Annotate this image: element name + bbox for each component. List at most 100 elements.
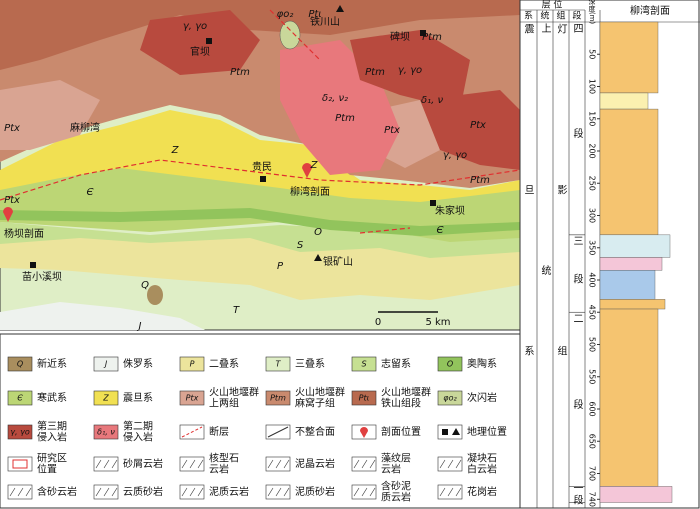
map-label: 柳湾剖面: [290, 185, 330, 198]
depth-label: 500: [588, 337, 597, 352]
map-label: Є: [437, 225, 445, 236]
litho-band: [599, 21, 659, 94]
peak: [314, 254, 322, 261]
depth-label: 250: [588, 176, 597, 191]
legend-label: 志留系: [381, 357, 411, 370]
legend-label: 云岩: [381, 463, 401, 476]
legend-label: 核型石: [209, 452, 239, 465]
map-label: 银矿山: [323, 255, 353, 268]
legend-symbol: Q: [17, 360, 23, 369]
column-unit: 灯影组: [555, 23, 567, 506]
legend-swatch: [437, 424, 463, 440]
litho-band: [599, 108, 659, 236]
legend-swatch: [7, 390, 33, 406]
legend-litho: [283, 487, 290, 497]
legend-label: 侵入岩: [37, 431, 67, 444]
map-label: γ, γο: [398, 65, 422, 76]
legend-swatch: [437, 356, 463, 372]
legend-label: 含砂云岩: [37, 485, 77, 498]
map-label: 官坝: [190, 45, 210, 58]
legend-symbol: T: [276, 360, 282, 369]
legend-litho: [447, 487, 454, 497]
header: 深度(m): [588, 0, 596, 24]
map-label: Z: [171, 145, 180, 156]
header: 系: [524, 11, 533, 22]
legend-litho: [103, 487, 110, 497]
legend-litho: [95, 459, 102, 469]
legend-symbol: O: [447, 360, 453, 369]
header: 段: [572, 10, 581, 22]
legend-litho: [103, 459, 110, 469]
legend-litho: [9, 487, 16, 497]
legend-swatch: [93, 390, 119, 406]
legend-symbol: Є: [17, 394, 23, 403]
column-unit: 三段: [571, 236, 583, 311]
map-label: O: [314, 227, 322, 238]
legend-label: 泥晶云岩: [295, 457, 335, 470]
legend-symbol: S: [361, 360, 366, 369]
map-label: δ₂, ν₂: [322, 93, 348, 104]
map-label: T: [233, 305, 240, 316]
legend-litho: [25, 487, 32, 497]
legend-fault: [181, 426, 203, 438]
legend-label: 剖面位置: [381, 425, 421, 438]
legend-litho: [181, 487, 188, 497]
legend-symbol: δ₁, ν: [97, 428, 115, 437]
legend-swatch: [179, 356, 205, 372]
map-label: Ptx: [470, 120, 486, 131]
depth-label: 200: [588, 143, 597, 158]
litho-band: [599, 299, 666, 310]
legend-swatch: [265, 356, 291, 372]
map-label: 麻柳湾: [70, 121, 100, 134]
location: [430, 200, 436, 206]
legend-label: 新近系: [37, 357, 67, 370]
region-z: [0, 110, 520, 202]
depth-label: 600: [588, 401, 597, 416]
header: 组: [556, 10, 565, 22]
region-p: [0, 235, 520, 300]
legend-swatch: [351, 390, 377, 406]
legend-label: 上两组: [209, 397, 239, 410]
header: 柳湾剖面: [630, 4, 670, 17]
legend-litho: [95, 487, 102, 497]
legend-pin: [360, 427, 368, 438]
legend-litho: [283, 459, 290, 469]
location: [206, 38, 212, 44]
legend-label: 质云岩: [381, 491, 411, 504]
map-label: Ptx: [4, 195, 20, 206]
legend-litho: [455, 459, 462, 469]
legend-litho: [353, 459, 360, 469]
legend-unconformity: [267, 426, 289, 438]
legend-litho: [267, 487, 274, 497]
legend-label: 铁山组段: [381, 397, 421, 410]
legend-litho: [455, 487, 462, 497]
column-unit: 二段: [571, 313, 583, 485]
legend-litho: [181, 459, 188, 469]
legend-label: 不整合面: [295, 425, 335, 438]
legend-swatch: [93, 424, 119, 440]
legend-litho: [439, 459, 446, 469]
section-pin: [3, 207, 13, 222]
region-ptx: [0, 80, 100, 150]
scale-label: 0: [375, 317, 381, 328]
legend-symbol: Ptx: [186, 394, 199, 403]
column-unit: 上统: [539, 23, 551, 507]
region-granite: [420, 90, 520, 170]
legend-symbol: γ, γο: [10, 428, 30, 437]
region-ptm-dark: [0, 0, 520, 70]
map-label: Ptx: [384, 125, 400, 136]
legend-label: 三叠系: [295, 358, 325, 370]
legend-swatch: [437, 390, 463, 406]
legend-loc: [442, 429, 448, 435]
legend-label: 次闪岩: [467, 391, 497, 404]
legend-litho: [189, 487, 196, 497]
map: [0, 0, 521, 331]
map-label: δ₁, ν: [421, 95, 443, 106]
map-label: 朱家坝: [435, 204, 465, 217]
map-label: 杨坝剖面: [4, 227, 44, 240]
map-label: γ, γο: [183, 21, 207, 32]
legend-litho: [197, 487, 204, 497]
depth-label: 50: [588, 49, 597, 59]
legend-label: 研究区: [37, 452, 67, 465]
